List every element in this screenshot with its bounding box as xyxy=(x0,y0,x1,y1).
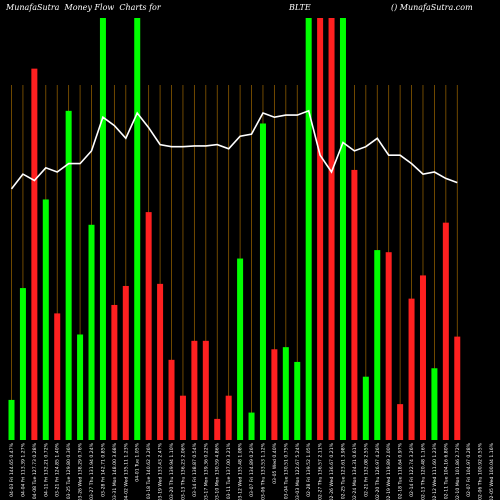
money-flow-bar xyxy=(454,336,461,440)
money-flow-bar xyxy=(328,18,335,440)
money-flow-bar xyxy=(145,212,152,440)
x-axis-tick-label: 03-11 Tue 137.00 3.21% xyxy=(226,442,232,499)
money-flow-bars xyxy=(8,18,461,441)
chart-header-symbol: BLTE xyxy=(289,3,311,12)
money-flow-bar xyxy=(77,334,84,440)
money-flow-bar xyxy=(385,252,392,440)
x-axis-tick-label: 03-07 Fri 134.89 0.26% xyxy=(249,442,255,497)
x-axis-tick-label: 03-14 Fri 138.87 0.54% xyxy=(192,442,198,497)
x-axis-tick-label: 02-20 Thu 126.97 4.26% xyxy=(375,442,381,500)
money-flow-bar xyxy=(202,340,209,440)
x-axis-tick-label: 02-19 Wed 119.89 2.00% xyxy=(386,442,392,500)
money-flow-bar xyxy=(339,18,346,440)
money-flow-bar xyxy=(397,404,404,440)
x-axis-tick-label: 02-06 Thu 100.92 0.55% xyxy=(478,442,484,500)
x-axis-tick-label: 02-25 Tue 123.61 3.98% xyxy=(340,442,346,499)
money-flow-bar xyxy=(42,199,49,440)
money-flow-bar xyxy=(191,340,198,440)
chart-header-left: MunafaSutra Money Flow Charts for xyxy=(6,3,161,12)
money-flow-bar xyxy=(179,395,186,440)
money-flow-trend-line xyxy=(10,109,458,190)
x-axis-tick-label: 03-17 Mon 139.36 0.22% xyxy=(203,442,209,500)
x-axis-tick-label: 03-12 Wed 135.48 1.08% xyxy=(238,442,244,500)
x-axis-tick-label: 04-08 Tue 127.73 0.28% xyxy=(32,442,38,499)
money-flow-bar xyxy=(351,169,358,441)
money-flow-bar xyxy=(362,376,369,440)
x-axis-tick-label: 03-03 Mon 122.67 5.24% xyxy=(295,442,301,500)
money-flow-bar xyxy=(157,283,164,440)
money-flow-bar xyxy=(122,285,129,440)
x-axis-tick-label: 02-10 Mon 101.86 2.72% xyxy=(455,442,461,500)
money-flow-bar xyxy=(99,18,106,440)
money-flow-bar xyxy=(442,222,449,440)
x-axis-tick-label: 03-21 Fri 124.85 1.40% xyxy=(55,442,61,497)
x-axis-tick-label: 03-28 Fri 142.71 0.85% xyxy=(100,442,106,497)
x-axis-tick-label: 03-20 Thu 139.94 1.10% xyxy=(169,442,175,500)
money-flow-bar xyxy=(282,347,289,440)
money-flow-bar xyxy=(294,361,301,440)
x-axis-tick-label: 04-03 Fri 144.65 0.47% xyxy=(9,442,15,497)
money-flow-bar xyxy=(65,110,72,440)
x-axis-tick-label: 02-24 Mon 134.31 0.61% xyxy=(352,442,358,500)
x-axis-tick-label: 03-10 Mon 130.59 4.86% xyxy=(215,442,221,500)
money-flow-line xyxy=(10,109,458,190)
x-axis-tick-label: 03-31 Mon 148.00 3.68% xyxy=(112,442,118,500)
money-flow-bar xyxy=(19,288,26,440)
x-axis-tick-label: 03-13 Thu 136.23 2.06% xyxy=(180,442,186,500)
x-axis-tick-label: 02-21 Fri 132.08 2.55% xyxy=(363,442,369,497)
x-axis-tick-label: 02-14 Fri 122.74 3.26% xyxy=(409,442,415,497)
x-axis-tick-label: 02-05 Wed 100.04 1.16% xyxy=(489,442,495,500)
chart-header-site: () MunafaSutra.com xyxy=(391,3,473,12)
x-axis-tick-label: 03-05 Wed 0.40% xyxy=(272,442,278,484)
money-flow-bar xyxy=(31,68,38,440)
money-flow-bar xyxy=(419,275,426,440)
x-axis-tick-label: 03-19 Wed 133.43 2.47% xyxy=(158,442,164,500)
money-flow-bar xyxy=(54,313,61,440)
money-flow-bar xyxy=(237,258,244,440)
money-flow-bar xyxy=(317,18,324,440)
x-axis-tick-label: 04-04 Fri 113.39 1.27% xyxy=(20,442,26,497)
money-flow-bar xyxy=(225,395,232,440)
x-axis-tick-label: 03-06 Thu 133.53 1.12% xyxy=(260,442,266,500)
money-flow-bar xyxy=(408,298,415,440)
x-axis-tick-label: 02-13 Thu 120.48 1.16% xyxy=(420,442,426,500)
x-axis-tick-label: 03-18 Tue 140.62 3.26% xyxy=(146,442,152,499)
x-axis-tick-label: 04-01 Tue 1.05% xyxy=(135,442,141,481)
x-axis-tick-label: 03-27 Thu 131.94 0.24% xyxy=(89,442,95,500)
money-flow-bar xyxy=(248,412,255,440)
x-axis-labels: 04-03 Fri 144.65 0.47% 04-04 Fri 113.39 1… xyxy=(9,442,495,500)
money-flow-bar xyxy=(214,418,221,440)
x-axis-tick-label: 04-11 Fri 132.21 0.72% xyxy=(43,442,49,497)
money-flow-bar xyxy=(431,368,438,440)
x-axis-tick-label: 03-25 Tue 129.80 0.36% xyxy=(66,442,72,499)
x-axis-tick-label: 02-18 Tue 118.64 0.97% xyxy=(398,442,404,499)
money-flow-bar xyxy=(259,123,266,440)
money-flow-bar xyxy=(111,304,118,440)
x-axis-tick-label: 04-02 Wed 135.11 1.23% xyxy=(123,442,129,500)
x-axis-tick-label: 03-26 Wed 138.29 0.76% xyxy=(78,442,84,500)
money-flow-bar xyxy=(168,359,175,440)
x-axis-tick-label: 02-12 Wed 111.60 1.23% xyxy=(432,442,438,500)
money-flow-bar xyxy=(271,349,278,440)
x-axis-tick-label: 02-26 Wed 136.67 0.21% xyxy=(329,442,335,500)
x-axis-tick-label: 03-04 Tue 130.51 0.75% xyxy=(283,442,289,499)
x-axis-tick-label: 02-28 Fri 139.52 1.05% xyxy=(306,442,312,497)
money-flow-bar xyxy=(305,18,312,440)
money-flow-bar xyxy=(88,224,95,440)
money-flow-bar xyxy=(134,18,141,440)
x-axis-tick-label: 02-07 Fri 104.97 0.28% xyxy=(466,442,472,497)
x-axis-tick-label: 02-27 Thu 136.57 2.11% xyxy=(318,442,324,500)
money-flow-bar xyxy=(374,250,381,440)
money-flow-bar xyxy=(8,399,15,440)
x-axis-tick-label: 02-11 Tue 104.16 6.80% xyxy=(443,442,449,499)
